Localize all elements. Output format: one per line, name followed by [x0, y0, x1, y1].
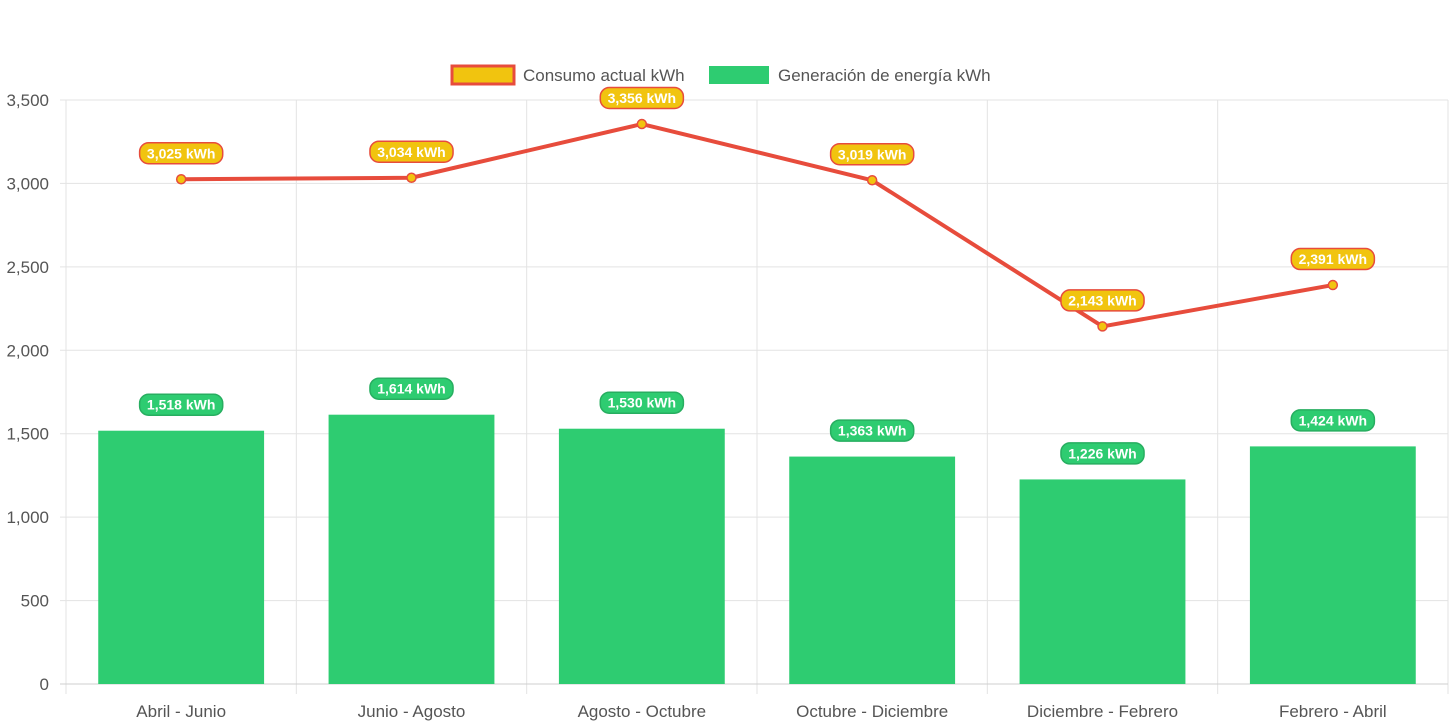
generation-data-label-text: 1,614 kWh — [377, 381, 445, 397]
x-tick-label: Octubre - Diciembre — [796, 702, 948, 721]
consumption-data-label-bg — [1290, 247, 1376, 271]
x-tick-label: Diciembre - Febrero — [1027, 702, 1178, 721]
grid-lines — [60, 99, 1449, 694]
consumption-point[interactable] — [866, 175, 878, 186]
generation-data-label-bg — [599, 391, 685, 414]
legend-swatch-consumption — [450, 64, 516, 86]
generation-data-label-text: 1,424 kWh — [1299, 412, 1367, 428]
data-labels: 1,518 kWh 1,614 kWh 1,530 kWh 1,363 kWh 1,22… — [138, 86, 1376, 465]
consumption-data-label: 3,025 kWh — [138, 142, 224, 165]
consumption-data-label: 2,143 kWh — [1060, 289, 1145, 312]
consumption-data-label: 3,034 kWh — [369, 140, 454, 164]
x-tick-label: Junio - Agosto — [358, 702, 466, 721]
consumption-data-label-text: 2,143 kWh — [1068, 292, 1136, 308]
bar-series — [98, 414, 1416, 684]
consumption-data-label-text: 3,019 kWh — [838, 146, 906, 162]
generation-data-label: 1,530 kWh — [599, 391, 685, 414]
y-tick-label: 1,500 — [6, 425, 49, 444]
consumption-point[interactable] — [406, 172, 417, 184]
consumption-data-label-bg — [138, 142, 224, 165]
generation-bar[interactable] — [558, 428, 725, 684]
line-series — [175, 118, 1339, 332]
consumption-data-label-text: 3,034 kWh — [377, 144, 445, 160]
generation-data-label: 1,614 kWh — [369, 377, 454, 400]
generation-data-label: 1,226 kWh — [1060, 442, 1145, 465]
generation-data-label: 1,424 kWh — [1290, 409, 1376, 432]
consumption-line — [181, 122, 1334, 329]
generation-data-label-bg — [369, 377, 454, 400]
y-tick-label: 2,500 — [6, 258, 49, 277]
consumption-data-label: 3,356 kWh — [599, 86, 685, 110]
y-tick-label: 1,000 — [6, 508, 49, 527]
generation-data-label-text: 1,530 kWh — [608, 395, 676, 411]
generation-data-label: 1,518 kWh — [138, 393, 224, 416]
consumption-point[interactable] — [175, 174, 187, 185]
y-tick-label: 2,000 — [6, 341, 49, 360]
consumption-data-label-text: 3,356 kWh — [608, 90, 676, 106]
generation-bar[interactable] — [1019, 479, 1186, 684]
y-tick-label: 3,000 — [6, 174, 49, 193]
consumption-data-label-bg — [1060, 289, 1145, 312]
generation-data-label-bg — [1060, 442, 1145, 465]
consumption-data-label-bg — [369, 140, 454, 164]
y-tick-label: 500 — [21, 592, 49, 611]
consumption-data-label-bg — [599, 86, 685, 110]
consumption-data-label: 2,391 kWh — [1290, 247, 1376, 271]
generation-data-label-text: 1,363 kWh — [838, 423, 906, 439]
legend-label-consumption: Consumo actual kWh — [523, 66, 685, 85]
legend-item-consumption[interactable]: Consumo actual kWh — [450, 64, 685, 86]
generation-bar[interactable] — [98, 430, 265, 684]
x-tick-label: Abril - Junio — [136, 702, 226, 721]
x-tick-label: Agosto - Octubre — [578, 702, 707, 721]
consumption-data-label-bg — [829, 143, 915, 166]
legend-swatch-generation — [709, 66, 769, 84]
axes: 0 500 1,000 1,500 2,000 2,500 3,000 3,500 Abril … — [6, 91, 1448, 721]
consumption-data-label-text: 3,025 kWh — [147, 145, 215, 161]
legend-label-generation: Generación de energía kWh — [778, 66, 991, 85]
generation-data-label-bg — [138, 393, 224, 416]
generation-data-label-text: 1,518 kWh — [147, 397, 215, 413]
generation-data-label-bg — [829, 419, 915, 442]
generation-bar[interactable] — [789, 456, 956, 684]
generation-data-label-text: 1,226 kWh — [1068, 445, 1136, 461]
consumption-point[interactable] — [1097, 321, 1108, 332]
legend-item-generation[interactable]: Generación de energía kWh — [709, 66, 991, 85]
generation-bar[interactable] — [328, 414, 495, 684]
consumption-data-label: 3,019 kWh — [829, 143, 915, 166]
consumption-data-label-text: 2,391 kWh — [1299, 251, 1367, 267]
generation-data-label-bg — [1290, 409, 1376, 432]
consumption-point[interactable] — [1327, 279, 1339, 291]
x-tick-label: Febrero - Abril — [1279, 702, 1387, 721]
y-tick-label: 0 — [40, 675, 49, 694]
legend[interactable]: Consumo actual kWh Generación de energía … — [450, 64, 991, 86]
consumption-point[interactable] — [636, 118, 648, 130]
y-tick-label: 3,500 — [6, 91, 49, 110]
generation-data-label: 1,363 kWh — [829, 419, 915, 442]
generation-bar[interactable] — [1249, 446, 1416, 684]
